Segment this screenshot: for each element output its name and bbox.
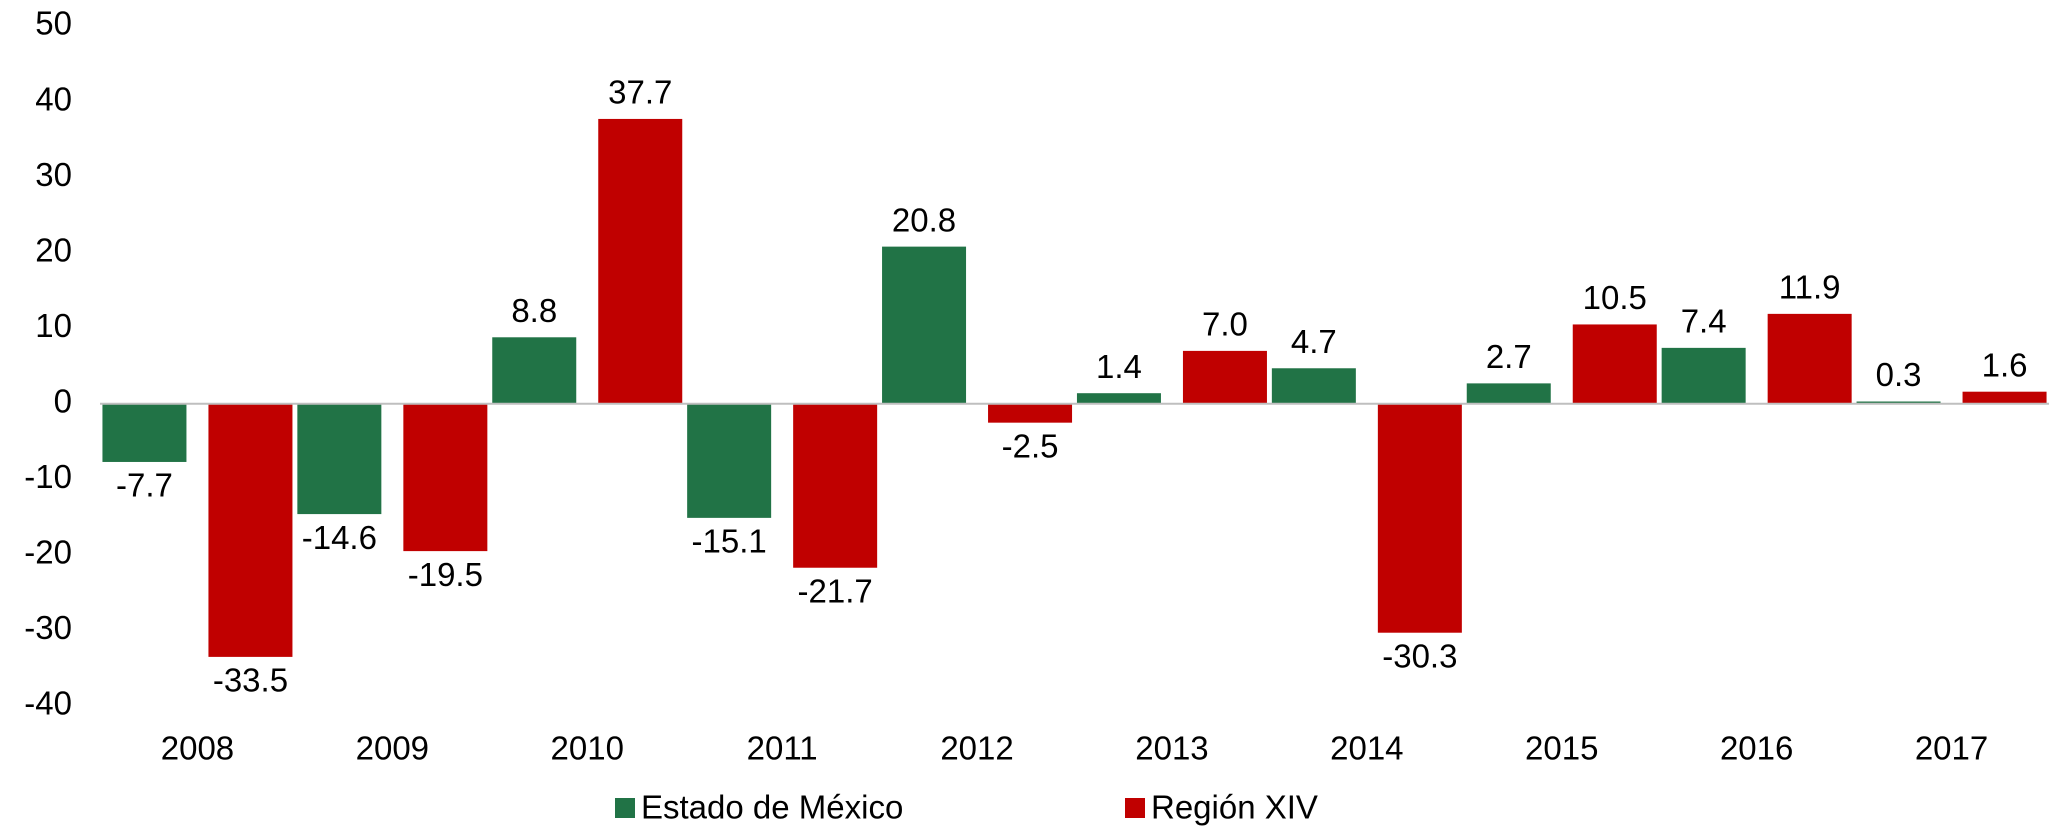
- y-tick-label: -40: [24, 685, 72, 722]
- x-tick-label: 2014: [1330, 730, 1403, 767]
- bar: [598, 118, 683, 404]
- data-label: 4.7: [1291, 323, 1337, 360]
- x-tick-label: 2011: [747, 730, 818, 767]
- bar: [1466, 383, 1551, 404]
- data-label: -33.5: [213, 662, 288, 699]
- data-label: -30.3: [1382, 637, 1457, 674]
- data-label: 8.8: [511, 292, 557, 329]
- bar: [297, 403, 382, 515]
- bar: [1182, 350, 1267, 404]
- data-label: -19.5: [408, 556, 483, 593]
- y-tick-label: 50: [35, 5, 72, 42]
- bar: [1271, 368, 1356, 404]
- data-label: -21.7: [798, 572, 873, 609]
- bar: [1661, 347, 1746, 404]
- data-label: 20.8: [892, 201, 956, 238]
- x-tick-label: 2012: [940, 730, 1013, 767]
- bar: [793, 403, 878, 568]
- bar: [102, 403, 187, 462]
- legend-label: Estado de México: [641, 789, 903, 826]
- x-tick-label: 2015: [1525, 730, 1598, 767]
- bar: [492, 337, 577, 404]
- x-tick-label: 2013: [1135, 730, 1208, 767]
- y-tick-label: 40: [35, 80, 72, 117]
- legend-label: Región XIV: [1151, 789, 1318, 826]
- bar: [1962, 391, 2047, 404]
- y-tick-label: -10: [24, 458, 72, 495]
- data-label: 11.9: [1779, 269, 1841, 306]
- data-label: 1.6: [1982, 346, 2028, 383]
- bar: [1767, 313, 1852, 404]
- x-tick-label: 2009: [356, 730, 429, 767]
- data-label: 2.7: [1486, 338, 1532, 375]
- data-label: -15.1: [692, 523, 767, 560]
- bar: [208, 403, 293, 657]
- y-tick-label: -20: [24, 534, 72, 571]
- bar: [403, 403, 488, 552]
- y-tick-label: 20: [35, 231, 72, 268]
- data-label: 7.0: [1202, 306, 1248, 343]
- x-tick-label: 2017: [1915, 730, 1988, 767]
- legend-swatch: [1125, 798, 1145, 818]
- y-tick-label: 0: [54, 382, 72, 419]
- data-label: 1.4: [1096, 348, 1142, 385]
- bar: [1076, 393, 1161, 404]
- bar: [1572, 324, 1657, 404]
- bar: [1377, 403, 1462, 633]
- data-label: 0.3: [1876, 356, 1922, 393]
- x-tick-label: 2016: [1720, 730, 1793, 767]
- bar: [988, 403, 1073, 423]
- data-label: -14.6: [302, 519, 377, 556]
- bar: [1856, 401, 1941, 404]
- x-tick-label: 2010: [551, 730, 624, 767]
- data-label: 7.4: [1681, 303, 1727, 340]
- bar: [687, 403, 772, 518]
- data-label: -2.5: [1002, 427, 1059, 464]
- legend-swatch: [615, 798, 635, 818]
- y-tick-label: -30: [24, 609, 72, 646]
- data-label: 10.5: [1583, 279, 1647, 316]
- data-label: 37.7: [608, 74, 672, 111]
- y-tick-label: 30: [35, 156, 72, 193]
- data-label: -7.7: [116, 467, 173, 504]
- x-tick-label: 2008: [161, 730, 234, 767]
- y-tick-label: 10: [35, 307, 72, 344]
- bar: [882, 246, 967, 404]
